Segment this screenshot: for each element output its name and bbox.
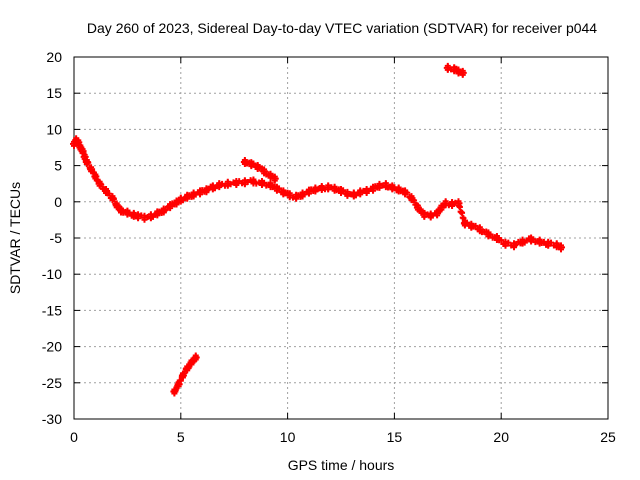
- data-point-marker: [340, 187, 347, 194]
- data-point-marker: [71, 142, 77, 149]
- data-point-marker: [376, 184, 383, 191]
- series-main: [70, 135, 566, 253]
- data-point-marker: [172, 386, 179, 393]
- data-point-marker: [192, 356, 199, 363]
- data-point-marker: [110, 195, 117, 202]
- data-point-marker: [167, 205, 174, 212]
- data-point-marker: [135, 215, 142, 222]
- data-point-marker: [85, 159, 92, 166]
- data-point-marker: [98, 181, 105, 188]
- y-tick-label: 10: [46, 121, 62, 137]
- y-tick-label: -15: [42, 302, 62, 318]
- data-point-marker: [434, 212, 441, 219]
- data-point-marker: [545, 242, 552, 249]
- y-axis-label: SDTVAR / TECUs: [7, 182, 23, 294]
- y-tick-label: -25: [42, 375, 62, 391]
- x-axis-label: GPS time / hours: [288, 457, 395, 473]
- data-point-marker: [271, 177, 278, 184]
- y-tick-label: 15: [46, 85, 62, 101]
- data-point-marker: [171, 390, 178, 397]
- data-point-marker: [276, 185, 283, 192]
- y-tick-label: -5: [50, 230, 63, 246]
- data-point-marker: [404, 189, 411, 196]
- data-point-marker: [293, 195, 300, 202]
- x-tick-label: 10: [280, 429, 296, 445]
- data-point-marker: [216, 184, 223, 191]
- y-tick-label: 0: [54, 194, 62, 210]
- data-point-marker: [141, 216, 148, 223]
- x-tick-label: 20: [493, 429, 509, 445]
- data-point-marker: [173, 201, 180, 208]
- data-point-marker: [185, 364, 192, 371]
- data-point-marker: [421, 213, 428, 220]
- y-tick-label: -30: [42, 411, 62, 427]
- grid-lines: [74, 57, 608, 419]
- data-point-marker: [325, 186, 332, 193]
- data-point-marker: [558, 246, 565, 253]
- data-point-marker: [233, 181, 240, 188]
- data-point-marker: [305, 190, 312, 197]
- x-tick-label: 5: [177, 429, 185, 445]
- series-arc-8h: [240, 156, 279, 184]
- data-point-marker: [177, 377, 184, 384]
- data-point-marker: [438, 206, 445, 213]
- data-point-marker: [188, 361, 195, 368]
- y-tick-label: -20: [42, 339, 62, 355]
- data-points: [70, 62, 566, 397]
- chart-title: Day 260 of 2023, Sidereal Day-to-day VTE…: [87, 20, 597, 36]
- data-point-marker: [250, 160, 257, 167]
- tick-labels: 0 5 10 15 20 25 -30 -25 -20 -15 -10 -5 0 5 10 15 20: [42, 49, 616, 445]
- x-tick-label: 15: [387, 429, 403, 445]
- data-point-marker: [498, 237, 505, 244]
- data-point-marker: [106, 190, 113, 197]
- data-point-marker: [175, 383, 182, 390]
- data-point-marker: [179, 374, 186, 381]
- data-point-marker: [472, 222, 479, 229]
- data-point-marker: [162, 206, 169, 213]
- data-point-marker: [344, 192, 351, 199]
- data-point-marker: [502, 242, 509, 249]
- y-tick-label: 5: [54, 158, 62, 174]
- data-point-marker: [197, 191, 204, 198]
- data-point-marker: [357, 191, 364, 198]
- x-tick-label: 0: [70, 429, 78, 445]
- y-tick-label: 20: [46, 49, 62, 65]
- data-point-marker: [411, 197, 418, 204]
- data-point-marker: [449, 202, 456, 209]
- y-tick-label: -10: [42, 266, 62, 282]
- data-point-marker: [184, 195, 191, 202]
- data-point-marker: [464, 219, 471, 226]
- data-point-marker: [312, 188, 319, 195]
- tick-marks: [73, 56, 609, 420]
- data-point-marker: [487, 231, 494, 238]
- series-arc-5h: [170, 352, 200, 397]
- x-tick-label: 25: [600, 429, 616, 445]
- data-point-marker: [154, 212, 161, 219]
- data-point-marker: [459, 71, 466, 78]
- series-arc-18h: [443, 62, 467, 78]
- data-point-marker: [370, 187, 377, 194]
